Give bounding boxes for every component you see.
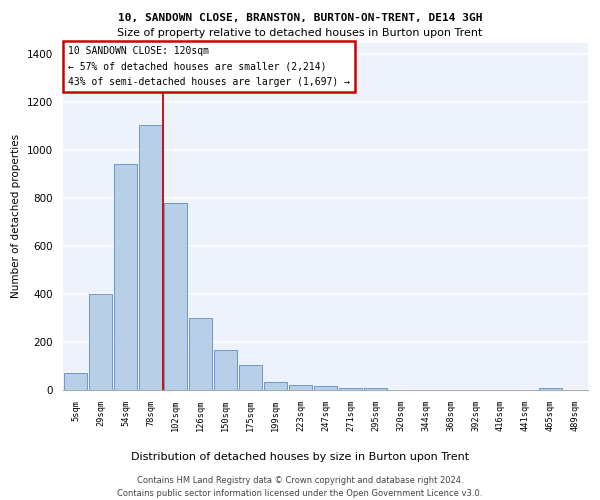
Bar <box>289 385 312 390</box>
Text: Size of property relative to detached houses in Burton upon Trent: Size of property relative to detached ho… <box>118 28 482 38</box>
Bar <box>364 388 387 390</box>
Text: 10 SANDOWN CLOSE: 120sqm
← 57% of detached houses are smaller (2,214)
43% of sem: 10 SANDOWN CLOSE: 120sqm ← 57% of detach… <box>68 46 350 87</box>
Text: 10, SANDOWN CLOSE, BRANSTON, BURTON-ON-TRENT, DE14 3GH: 10, SANDOWN CLOSE, BRANSTON, BURTON-ON-T… <box>118 12 482 22</box>
Bar <box>339 388 362 390</box>
Y-axis label: Number of detached properties: Number of detached properties <box>11 134 22 298</box>
Bar <box>314 386 337 390</box>
Text: Distribution of detached houses by size in Burton upon Trent: Distribution of detached houses by size … <box>131 452 469 462</box>
Bar <box>239 365 262 390</box>
Bar <box>139 125 162 390</box>
Bar <box>539 388 562 390</box>
Bar <box>164 203 187 390</box>
Bar <box>89 294 112 390</box>
Text: Contains HM Land Registry data © Crown copyright and database right 2024.
Contai: Contains HM Land Registry data © Crown c… <box>118 476 482 498</box>
Bar <box>189 318 212 390</box>
Bar <box>64 373 87 390</box>
Bar <box>114 164 137 390</box>
Bar <box>264 382 287 390</box>
Bar <box>214 350 237 390</box>
